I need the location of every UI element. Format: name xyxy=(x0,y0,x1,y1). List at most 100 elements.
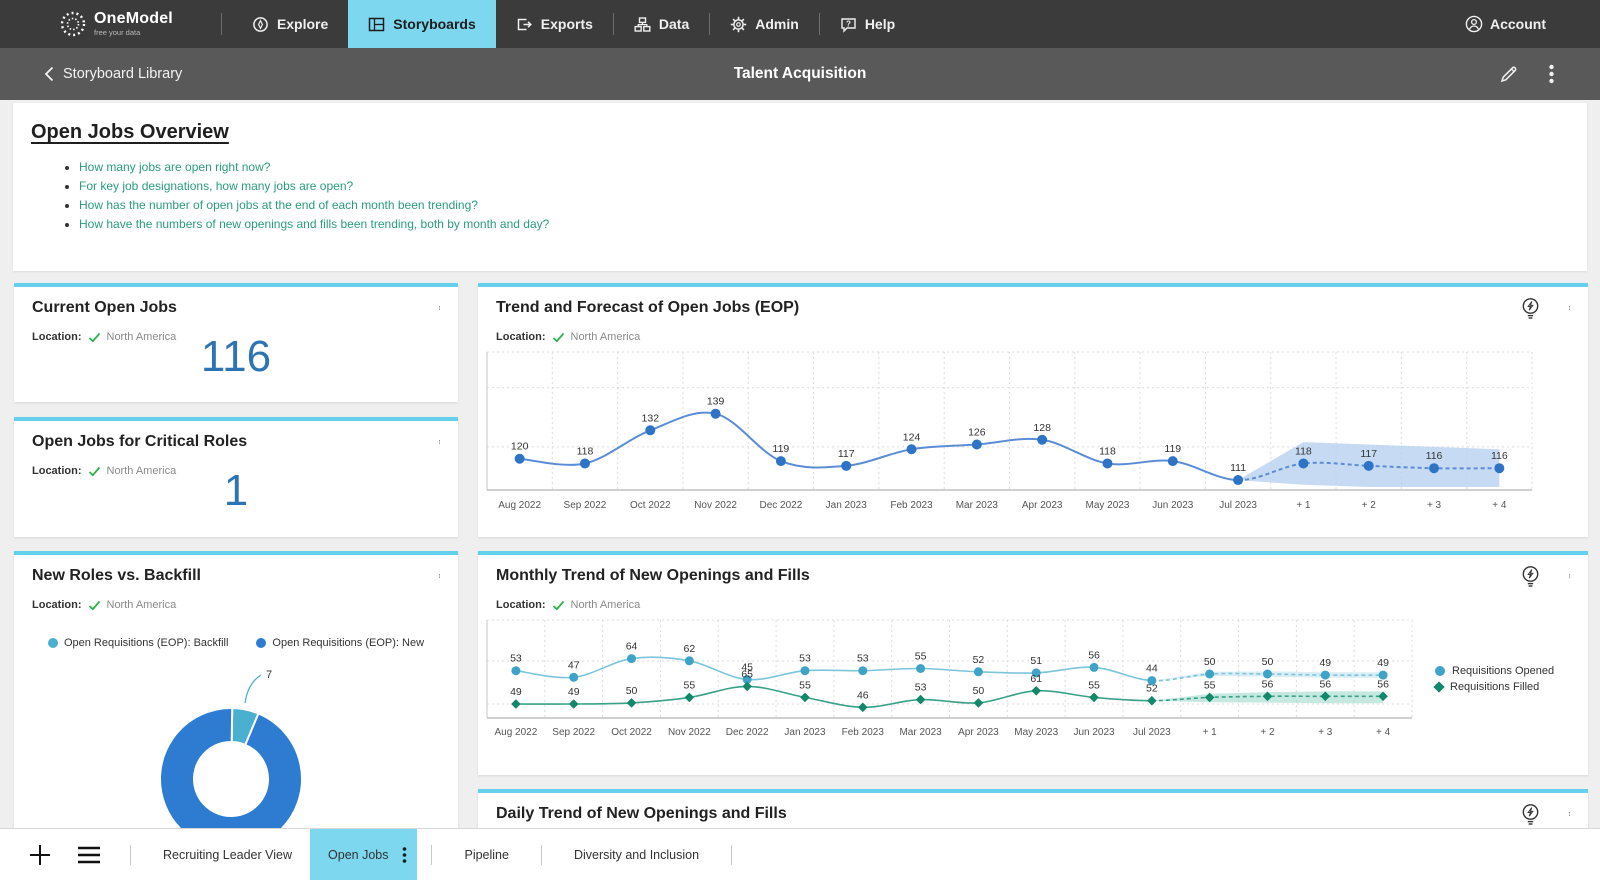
data-icon xyxy=(634,16,651,32)
brand-logo[interactable]: OneModel free your data xyxy=(58,0,173,48)
data-label: 55 xyxy=(799,679,811,691)
nav-divider xyxy=(220,13,222,35)
data-point-filled xyxy=(742,681,752,692)
location-label: Location: xyxy=(496,599,546,611)
data-point xyxy=(1363,460,1374,471)
chevron-left-icon xyxy=(44,66,54,82)
data-label: 116 xyxy=(1426,450,1443,462)
card-kebab-icon[interactable] xyxy=(1567,567,1572,585)
insight-lightbulb-icon[interactable] xyxy=(1521,565,1540,589)
overview-question[interactable]: How many jobs are open right now? xyxy=(79,160,1587,174)
tab-list-menu-icon[interactable] xyxy=(76,845,102,865)
data-point xyxy=(1233,475,1244,486)
x-axis-label: Jan 2023 xyxy=(784,727,826,738)
data-label: 117 xyxy=(838,448,855,460)
nav-label-exports: Exports xyxy=(540,16,593,32)
overview-question[interactable]: How have the numbers of new openings and… xyxy=(79,217,1587,231)
account-button[interactable]: Account xyxy=(1465,0,1546,48)
data-point xyxy=(645,425,656,436)
card-new-roles-vs-backfill: New Roles vs. Backfill Location: North A… xyxy=(14,551,458,828)
data-point-filled xyxy=(568,699,579,709)
data-label: 53 xyxy=(915,682,927,694)
data-label: 61 xyxy=(1030,673,1042,685)
monthly-legend: Requisitions Opened Requisitions Filled xyxy=(1433,665,1555,697)
insight-lightbulb-icon[interactable] xyxy=(1521,803,1540,827)
storyboards-icon xyxy=(369,17,385,31)
location-label: Location: xyxy=(32,465,82,477)
data-point-filled xyxy=(1031,685,1042,696)
card-current-open-jobs: Current Open Jobs Location: North Americ… xyxy=(14,283,458,402)
overview-question[interactable]: For key job designations, how many jobs … xyxy=(79,179,1587,193)
card-kebab-icon[interactable] xyxy=(1567,299,1572,317)
tab-pipeline[interactable]: Pipeline xyxy=(446,829,526,880)
nav-item-help[interactable]: ? Help xyxy=(820,0,915,48)
x-axis-label: Nov 2022 xyxy=(668,727,711,738)
data-label: 45 xyxy=(741,662,753,674)
back-to-library-link[interactable]: Storyboard Library xyxy=(44,48,182,100)
new-vs-backfill-donut-chart[interactable]: 7 xyxy=(14,645,458,828)
card-title: Trend and Forecast of Open Jobs (EOP) xyxy=(496,299,800,316)
tab-open-jobs[interactable]: Open Jobs xyxy=(310,829,418,880)
data-point-opened xyxy=(1031,668,1041,678)
nav-item-exports[interactable]: Exports xyxy=(496,0,613,48)
data-point-filled xyxy=(1089,692,1099,703)
x-axis-label: Apr 2023 xyxy=(1022,500,1063,511)
x-axis-label: Jun 2023 xyxy=(1073,727,1115,738)
account-icon xyxy=(1465,15,1483,33)
data-point-filled xyxy=(857,702,868,713)
card-monthly-trend: Monthly Trend of New Openings and Fills … xyxy=(478,551,1588,775)
storyboard-kebab-icon[interactable] xyxy=(1549,64,1554,84)
critical-roles-value: 1 xyxy=(223,466,249,515)
nav-item-explore[interactable]: Explore xyxy=(232,0,348,48)
data-point xyxy=(971,439,982,450)
location-label: Location: xyxy=(496,331,546,343)
data-label: 139 xyxy=(707,396,725,408)
data-label: 56 xyxy=(1262,678,1274,690)
overview-question[interactable]: How has the number of open jobs at the e… xyxy=(79,198,1587,212)
data-label: 51 xyxy=(1030,655,1042,667)
location-value: North America xyxy=(106,465,177,477)
data-label: 50 xyxy=(1204,656,1216,668)
card-title: Open Jobs for Critical Roles xyxy=(32,433,248,450)
data-point xyxy=(841,460,852,471)
tab-divider xyxy=(731,844,733,865)
x-axis-label: Dec 2022 xyxy=(726,727,769,738)
add-tab-icon[interactable] xyxy=(28,843,52,867)
data-point-opened xyxy=(569,672,579,682)
data-label: 50 xyxy=(626,685,638,697)
card-kebab-icon[interactable] xyxy=(1567,805,1572,823)
donut-slice-new xyxy=(159,707,303,828)
data-label: 55 xyxy=(684,679,696,691)
data-label: 118 xyxy=(1295,445,1312,457)
account-label: Account xyxy=(1490,16,1546,32)
nav-divider xyxy=(818,13,820,35)
insight-lightbulb-icon[interactable] xyxy=(1521,297,1540,321)
x-axis-label: + 2 xyxy=(1260,727,1275,738)
card-kebab-icon[interactable] xyxy=(437,567,442,585)
data-label: 52 xyxy=(1146,683,1158,695)
card-kebab-icon[interactable] xyxy=(437,433,442,451)
data-label: 128 xyxy=(1033,422,1051,434)
tab-recruiting-leader-view[interactable]: Recruiting Leader View xyxy=(145,829,310,880)
card-kebab-icon[interactable] xyxy=(437,299,442,317)
data-point-opened xyxy=(1205,669,1215,679)
nav-item-storyboards[interactable]: Storyboards xyxy=(348,0,496,48)
tab-diversity-inclusion[interactable]: Diversity and Inclusion xyxy=(556,829,717,880)
nav-item-admin[interactable]: Admin xyxy=(710,0,819,48)
storyboard-title: Talent Acquisition xyxy=(733,65,867,82)
edit-pencil-icon[interactable] xyxy=(1499,64,1519,84)
series-line xyxy=(515,685,1152,709)
data-label: 116 xyxy=(1491,450,1508,462)
donut-callout-line xyxy=(244,674,262,704)
tab-kebab-icon[interactable] xyxy=(402,846,407,863)
data-label: 52 xyxy=(973,654,985,666)
donut-callout-label: 7 xyxy=(266,669,272,681)
nav-item-data[interactable]: Data xyxy=(614,0,709,48)
tab-divider xyxy=(130,844,131,865)
trend-forecast-line-chart[interactable]: 120 118 132 139 119 117 124 126 128 118 119 111 118 1… xyxy=(482,347,1582,527)
check-icon xyxy=(88,466,100,477)
data-point xyxy=(1429,463,1440,474)
legend-label-opened: Requisitions Opened xyxy=(1452,665,1555,677)
monthly-trend-line-chart[interactable]: 53 47 64 62 45 53 53 55 52 51 56 44 50 50 49 49 49 49 50 55… xyxy=(482,615,1582,750)
data-label: 53 xyxy=(857,653,869,665)
